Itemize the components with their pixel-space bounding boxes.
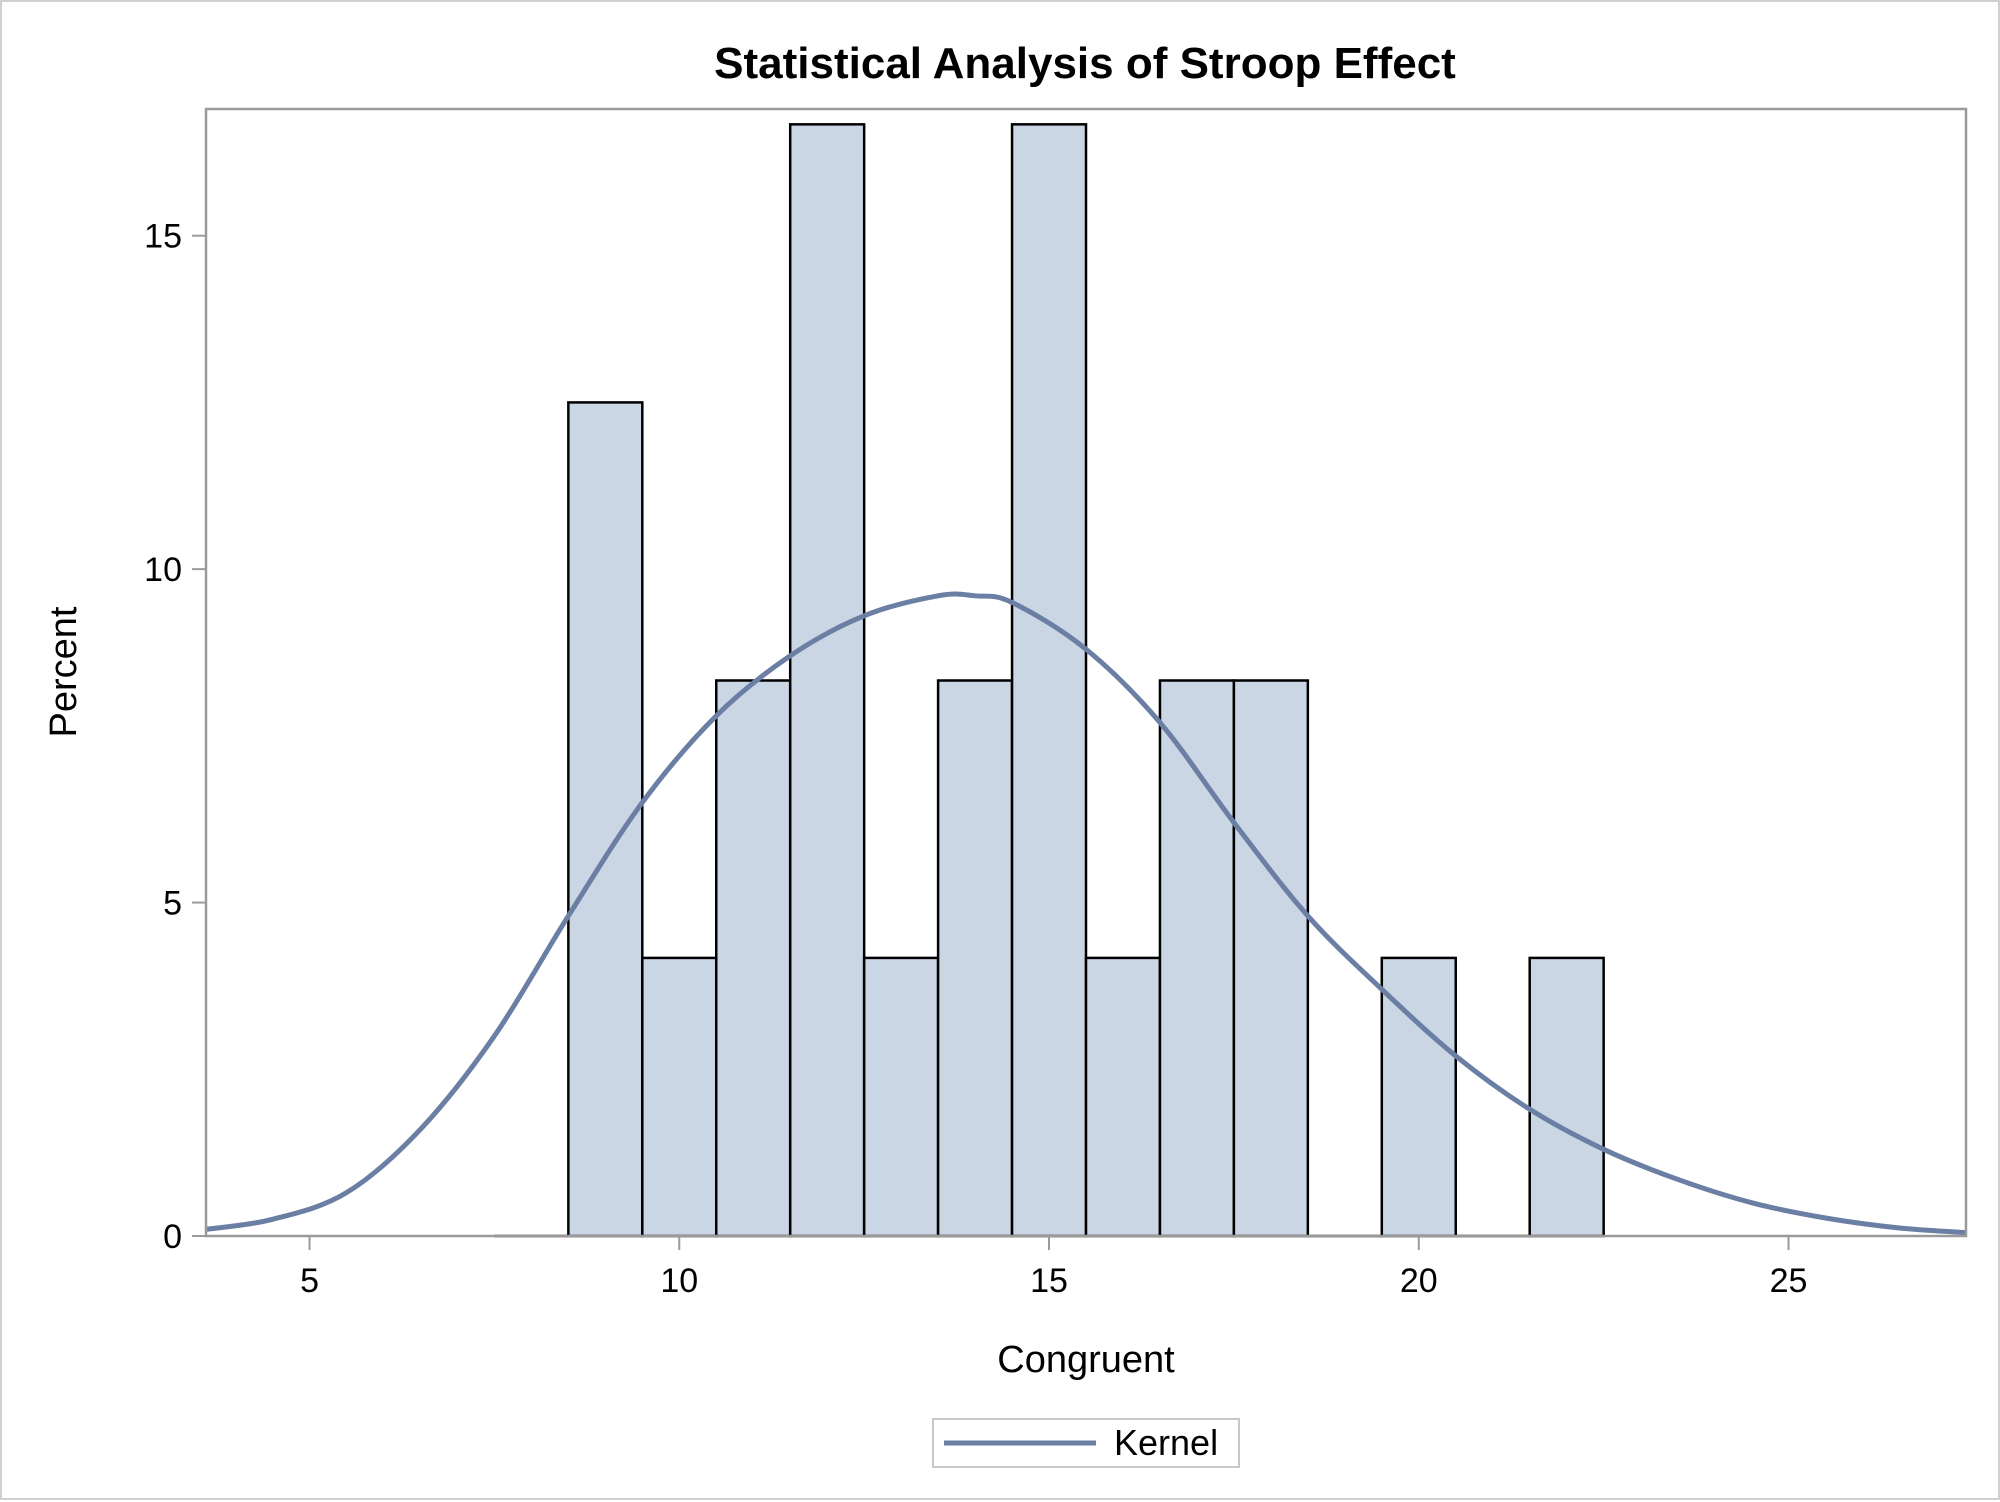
histogram-bar	[1158, 679, 1236, 1238]
histogram-bar	[1528, 956, 1605, 1238]
chart-title: Statistical Analysis of Stroop Effect	[714, 39, 1456, 88]
x-tick-label: 20	[1400, 1262, 1438, 1300]
plot-area-frame	[204, 107, 1968, 1238]
kernel-curve-layer	[205, 591, 1967, 1236]
y-tick-label: 10	[144, 551, 182, 589]
histogram-bar	[936, 679, 1014, 1238]
x-tick-label: 25	[1770, 1262, 1808, 1300]
histogram-bar	[1010, 123, 1088, 1238]
y-axis-label: Percent	[43, 606, 85, 737]
histogram-bar	[715, 679, 792, 1238]
y-tick-label: 0	[163, 1218, 182, 1256]
x-tick-label: 10	[660, 1262, 698, 1300]
x-tick-label: 5	[300, 1262, 319, 1300]
histogram-bar	[641, 956, 718, 1238]
bars-layer	[494, 123, 1605, 1238]
y-tick-label: 5	[163, 885, 182, 923]
legend-label-kernel: Kernel	[1114, 1422, 1218, 1463]
y-axis: 0 5 10 15	[144, 218, 206, 1256]
histogram-bar	[862, 956, 940, 1238]
x-tick-label: 15	[1030, 1262, 1068, 1300]
legend: Kernel	[932, 1418, 1240, 1468]
histogram-bar	[1232, 679, 1310, 1238]
y-tick-label: 15	[144, 218, 182, 256]
kernel-density-line	[205, 591, 1967, 1236]
x-axis-label: Congruent	[997, 1339, 1175, 1381]
x-axis: 5 10 15 20 25	[300, 1236, 1807, 1300]
histogram-bar	[1084, 956, 1162, 1238]
histogram-bar	[788, 123, 866, 1238]
